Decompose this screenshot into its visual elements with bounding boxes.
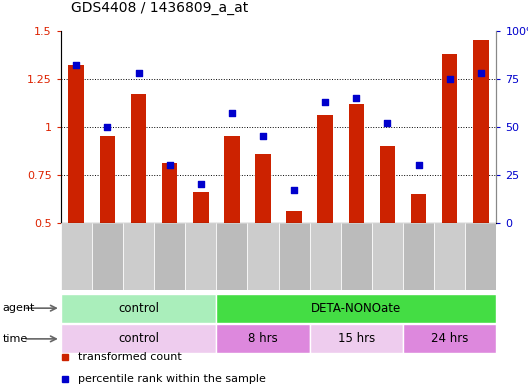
Bar [123, 223, 154, 290]
Point [134, 70, 143, 76]
Point [196, 181, 205, 187]
Point [321, 99, 329, 105]
Bar [279, 31, 309, 223]
Bar [216, 324, 309, 353]
Bar [61, 223, 92, 290]
Bar [434, 31, 465, 223]
Bar [403, 324, 496, 353]
Bar [61, 31, 92, 223]
Bar [92, 223, 123, 290]
Text: agent: agent [3, 303, 35, 313]
Bar [411, 194, 426, 223]
Bar [465, 31, 496, 223]
Bar [309, 223, 341, 290]
Point [352, 95, 361, 101]
Bar [185, 31, 216, 223]
Bar [193, 192, 209, 223]
Bar [348, 104, 364, 223]
Bar [372, 223, 403, 290]
Point [383, 120, 392, 126]
Bar [286, 211, 302, 223]
Bar [154, 31, 185, 223]
Text: DETA-NONOate: DETA-NONOate [311, 302, 401, 314]
Bar [403, 31, 434, 223]
Text: 8 hrs: 8 hrs [248, 333, 278, 345]
Bar [341, 223, 372, 290]
Text: 15 hrs: 15 hrs [338, 333, 375, 345]
Bar [69, 65, 84, 223]
Bar [255, 154, 271, 223]
Point [477, 70, 485, 76]
Bar [216, 223, 248, 290]
Bar [380, 146, 395, 223]
Bar [100, 136, 115, 223]
Bar [123, 31, 154, 223]
Bar [154, 223, 185, 290]
Bar [434, 223, 465, 290]
Text: time: time [3, 334, 28, 344]
Text: control: control [118, 333, 159, 345]
Bar [61, 294, 216, 323]
Bar [309, 324, 403, 353]
Bar [465, 223, 496, 290]
Bar [216, 294, 496, 323]
Point [414, 162, 423, 168]
Bar [92, 31, 123, 223]
Text: percentile rank within the sample: percentile rank within the sample [78, 374, 266, 384]
Point [103, 124, 111, 130]
Point [259, 133, 267, 139]
Bar [442, 54, 457, 223]
Text: 24 hrs: 24 hrs [431, 333, 468, 345]
Bar [279, 223, 309, 290]
Bar [61, 324, 216, 353]
Bar [216, 31, 248, 223]
Point [228, 110, 236, 116]
Point [165, 162, 174, 168]
Point [446, 76, 454, 82]
Bar [403, 223, 434, 290]
Point [72, 62, 80, 68]
Bar [473, 40, 488, 223]
Text: control: control [118, 302, 159, 314]
Bar [131, 94, 146, 223]
Bar [317, 115, 333, 223]
Bar [309, 31, 341, 223]
Bar [185, 223, 216, 290]
Bar [372, 31, 403, 223]
Text: transformed count: transformed count [78, 353, 182, 362]
Bar [341, 31, 372, 223]
Point [290, 187, 298, 193]
Bar [248, 31, 279, 223]
Text: GDS4408 / 1436809_a_at: GDS4408 / 1436809_a_at [71, 2, 249, 15]
Bar [224, 136, 240, 223]
Bar [248, 223, 279, 290]
Bar [162, 163, 177, 223]
